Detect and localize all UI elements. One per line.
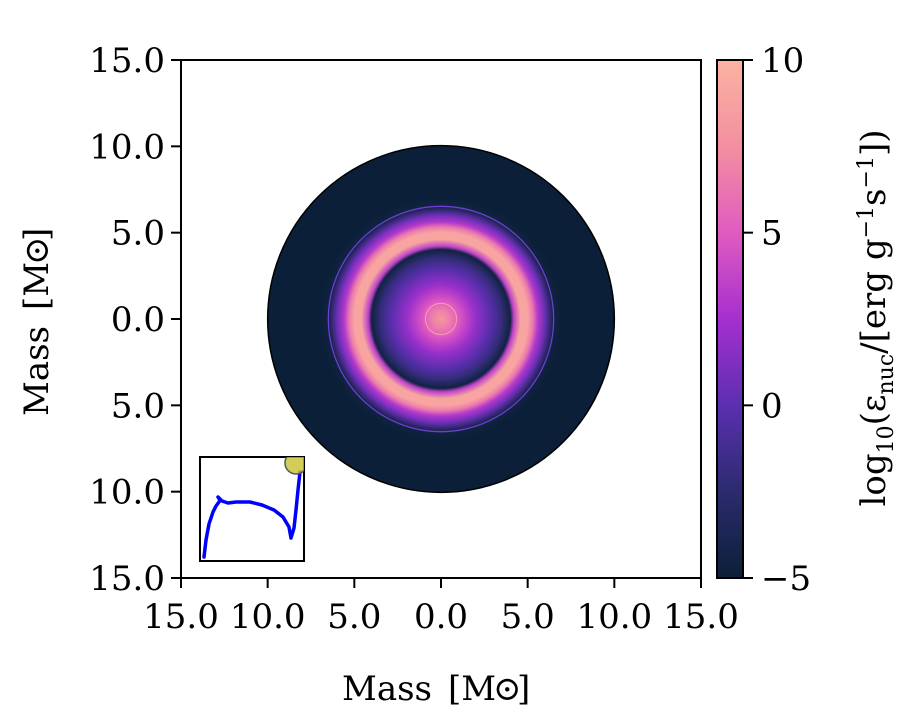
y-tick-label-0: 15.0 [89,41,165,81]
y-tick-label-5: 10.0 [89,473,165,513]
star-disc-fill [266,144,616,494]
y-tick-label-2: 5.0 [111,214,165,254]
colorbar-tick-label-0: 10 [761,41,804,81]
colorbar-tick-label-1: 5 [761,214,783,254]
inset-current-marker [284,457,304,475]
y-axis-label: Mass [M ⊙ ] [17,228,57,416]
x-tick-label-5: 10.0 [576,597,652,637]
star-disc [266,144,616,494]
cb-label-nuc: nuc [874,354,899,395]
x-tick-label-0: 15.0 [143,597,219,637]
colorbar-tick-label-2: 0 [761,386,783,426]
svg-text:log10(εnuc/[erg g−1s−1]): log10(εnuc/[erg g−1s−1]) [854,130,899,507]
colorbar-tick-label-3: −5 [761,559,811,599]
x-tick-label-6: 15.0 [663,597,739,637]
y-axis-label-close: ] [17,228,57,241]
x-axis-label-unit: [M [448,669,496,709]
sun-symbol-y: ⊙ [17,237,57,266]
colorbar-label: log10(εnuc/[erg g−1s−1]) [854,130,899,507]
x-axis-label-text: Mass [342,669,432,709]
cb-label-exp: −1 [854,206,879,238]
cb-label-s: s [854,188,894,205]
cb-label-exp2: −1 [854,156,879,188]
sun-symbol-x: ⊙ [493,669,522,709]
x-tick-label-1: 10.0 [230,597,306,637]
x-tick-label-2: 5.0 [327,597,381,637]
x-tick-label-3: 0.0 [414,597,468,637]
y-axis-ticks: 15.0 10.0 5.0 0.0 5.0 10.0 15.0 [89,41,181,599]
colorbar-ticks: 10 5 0 −5 [743,41,811,599]
x-axis-label-close: ] [517,669,530,709]
hr-inset [199,456,305,562]
x-axis-label: Mass [M ⊙ ] [342,669,530,709]
x-tick-label-4: 5.0 [501,597,555,637]
cb-label-log: log [854,453,894,506]
x-axis-ticks: 15.0 10.0 5.0 0.0 5.0 10.0 15.0 [143,578,739,637]
y-tick-label-4: 5.0 [111,386,165,426]
contour-layer [327,205,555,433]
cb-label-units: /[erg g [854,238,894,353]
inset-evolution-track [202,470,302,559]
cb-label-eps: (ε [854,394,894,425]
y-axis-label-text: Mass [17,326,57,416]
cb-label-sub: 10 [874,425,899,453]
y-tick-label-1: 10.0 [89,127,165,167]
contour-circle-0 [327,205,555,433]
inset-frame [199,456,305,562]
colorbar-gradient [716,59,744,579]
y-axis-label-unit: [M [17,262,57,310]
y-tick-label-3: 0.0 [111,300,165,340]
cb-label-close: ]) [854,130,894,157]
contour-circle-core [424,302,458,336]
y-tick-label-6: 15.0 [89,559,165,599]
